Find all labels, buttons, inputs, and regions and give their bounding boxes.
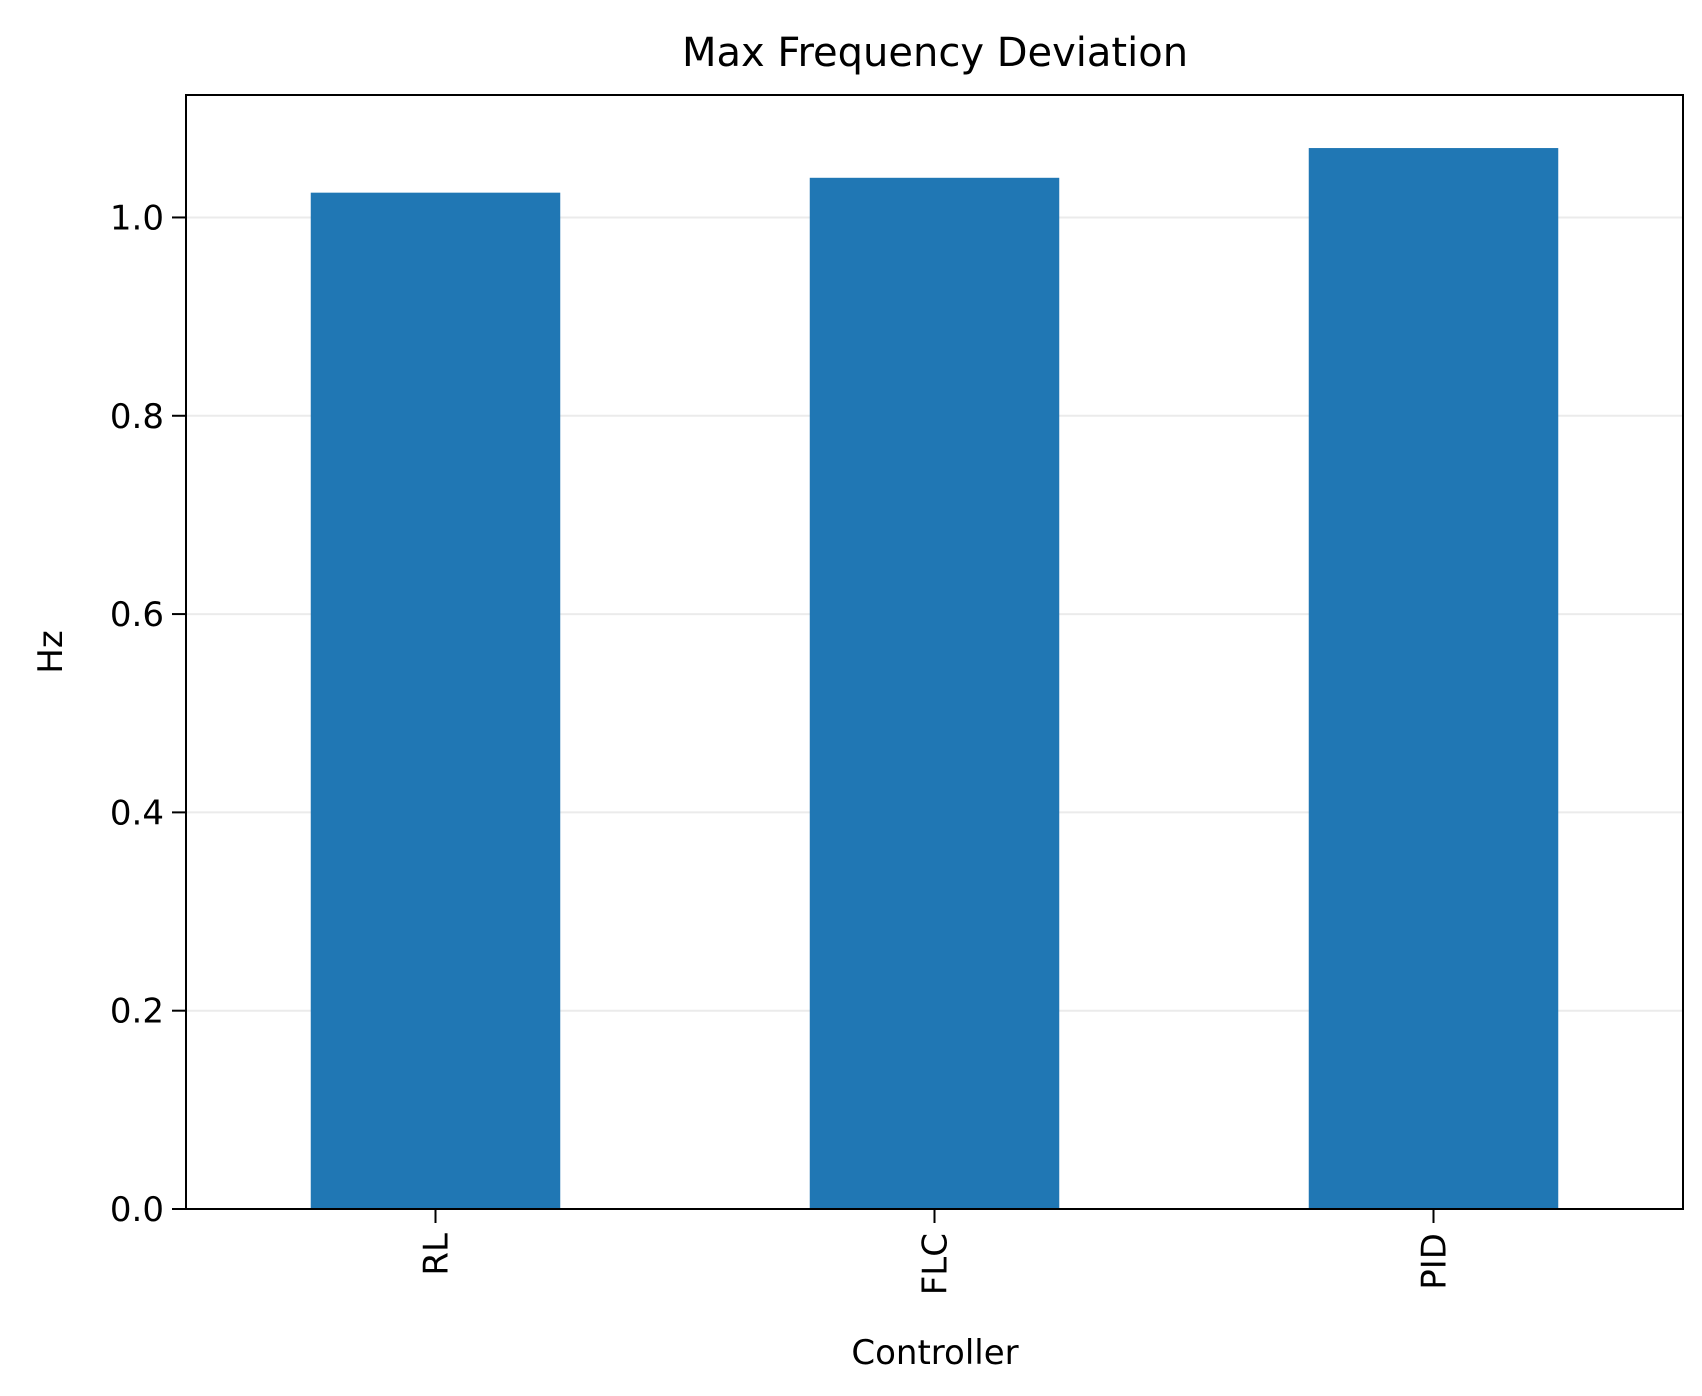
chart-title: Max Frequency Deviation <box>682 30 1188 76</box>
y-tick-label: 0.2 <box>110 992 164 1032</box>
x-tick-label: FLC <box>916 1233 956 1295</box>
y-axis-ticks: 0.0 0.2 0.4 0.6 0.8 1.0 <box>110 198 186 1230</box>
bar-pid <box>1308 148 1559 1210</box>
x-tick-label: PID <box>1415 1233 1455 1290</box>
bar-flc <box>809 177 1060 1209</box>
x-tick-label: RL <box>417 1233 457 1276</box>
y-tick-label: 0.0 <box>110 1190 164 1230</box>
bars <box>310 148 1559 1210</box>
y-axis-label: Hz <box>31 630 71 673</box>
bar-rl <box>310 192 561 1209</box>
y-tick-label: 0.8 <box>110 397 164 437</box>
x-axis-label: Controller <box>851 1333 1018 1373</box>
y-tick-label: 1.0 <box>110 198 164 238</box>
x-axis-ticks: RL FLC PID <box>417 1209 1455 1295</box>
y-tick-label: 0.6 <box>110 595 164 635</box>
y-tick-label: 0.4 <box>110 793 164 833</box>
